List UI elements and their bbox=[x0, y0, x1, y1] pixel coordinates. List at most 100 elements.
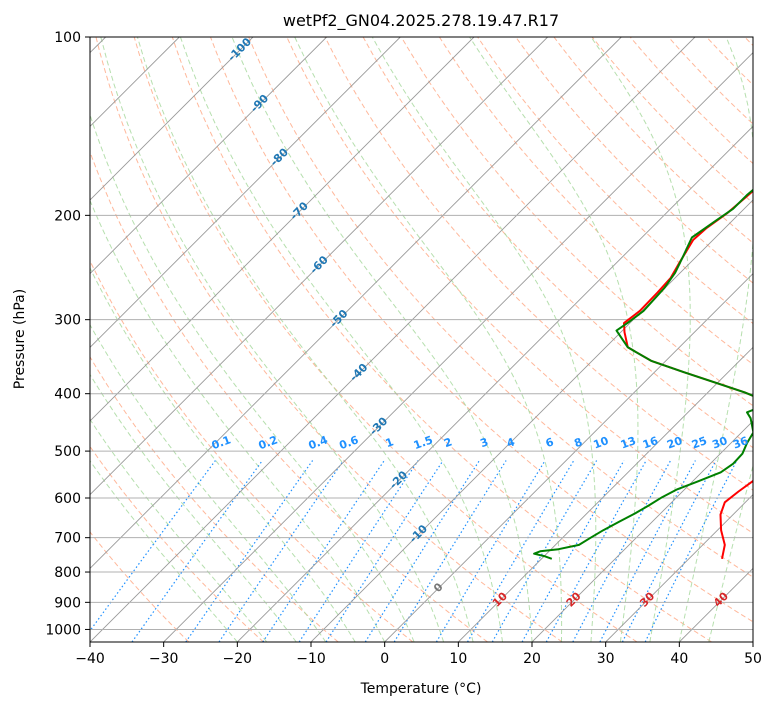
x-tick-label: 30 bbox=[597, 651, 615, 667]
axes-layer: −40 −30 −20 −10 0 10 20 30 40 5010020030040050060… bbox=[45, 30, 762, 667]
isoline-labels-layer: 0.1 0.2 0.4 0.6 1 1.5 2 3 4 6 8 10 13 16 20 25 30 36-100-… bbox=[210, 35, 750, 610]
y-tick-label: 900 bbox=[54, 595, 81, 611]
isotherm-line bbox=[237, 125, 753, 642]
series-layer bbox=[533, 188, 753, 560]
moist-adiabat-line bbox=[90, 199, 386, 642]
y-tick-label: 100 bbox=[54, 30, 81, 46]
dry-adiabat-line bbox=[553, 37, 753, 244]
dewpoint-profile-line bbox=[533, 188, 753, 560]
moist-adiabat-line bbox=[90, 323, 327, 642]
y-tick-label: 700 bbox=[54, 531, 81, 547]
mixing-ratio-line bbox=[521, 460, 625, 642]
chart-title: wetPf2_GN04.2025.278.19.47.R17 bbox=[283, 11, 559, 31]
isotherm-line bbox=[384, 273, 753, 642]
moist-adiabat-line bbox=[371, 37, 597, 642]
moist-adiabat-line bbox=[231, 37, 533, 642]
dry-adiabat-line bbox=[248, 37, 753, 578]
mixing-ratio-label: 20 bbox=[665, 434, 684, 452]
moist-adiabat-line bbox=[708, 464, 753, 642]
mixing-ratio-label: 2 bbox=[442, 435, 454, 450]
isotherm-line bbox=[605, 494, 753, 642]
dry-adiabat-line bbox=[90, 259, 414, 642]
mixing-ratio-line bbox=[262, 460, 385, 642]
mixing-ratio-label: 36 bbox=[731, 434, 750, 452]
mixing-ratio-label: 0.1 bbox=[210, 433, 233, 452]
moist-adiabat-line bbox=[294, 37, 563, 642]
isotherm-line bbox=[90, 37, 401, 348]
isotherm-line bbox=[310, 199, 753, 642]
y-tick-label: 300 bbox=[54, 313, 81, 329]
isotherm-line bbox=[90, 37, 254, 201]
dry-adiabat-line bbox=[95, 37, 563, 642]
y-tick-label: 400 bbox=[54, 387, 81, 403]
dry-adiabat-line bbox=[400, 37, 753, 407]
isotherm-line bbox=[90, 37, 327, 275]
mixing-ratio-label: 25 bbox=[690, 434, 709, 451]
dry-adiabat-line bbox=[210, 37, 753, 623]
mixing-ratio-line bbox=[131, 460, 263, 642]
dry-adiabat-line bbox=[90, 150, 488, 642]
moist-adiabat-line bbox=[90, 460, 238, 642]
mixing-ratio-label: 8 bbox=[572, 435, 584, 450]
mixing-ratio-label: 30 bbox=[710, 434, 729, 452]
mixing-ratio-label: 16 bbox=[641, 434, 660, 452]
x-tick-label: −20 bbox=[223, 651, 253, 667]
isotherm-line bbox=[163, 52, 753, 642]
moist-adiabat-line bbox=[90, 266, 356, 642]
dry-adiabat-line bbox=[477, 37, 753, 325]
y-axis-title: Pressure (hPa) bbox=[12, 289, 28, 389]
mixing-ratio-label: 0.4 bbox=[307, 433, 330, 452]
isotherm-line bbox=[90, 37, 475, 422]
mixing-ratio-label: 0.6 bbox=[338, 433, 361, 452]
plot-frame bbox=[89, 36, 754, 643]
dry-adiabat-line bbox=[438, 37, 753, 365]
isotherm-line bbox=[531, 420, 753, 642]
mixing-ratio-label: 6 bbox=[544, 435, 556, 450]
x-tick-label: 10 bbox=[449, 651, 467, 667]
dry-adiabat-line bbox=[324, 37, 753, 491]
moist-adiabat-line bbox=[136, 37, 474, 642]
dry-adiabat-line bbox=[90, 355, 339, 642]
isotherm-line bbox=[90, 37, 696, 642]
x-tick-label: 0 bbox=[380, 651, 389, 667]
dry-adiabat-line bbox=[133, 37, 638, 642]
moist-adiabat-line bbox=[100, 37, 445, 642]
dry-adiabat-line bbox=[90, 531, 190, 642]
isotherm-line bbox=[458, 346, 753, 642]
moist-adiabat-line bbox=[678, 37, 753, 642]
moist-adiabat-line bbox=[590, 37, 691, 642]
mixing-ratio-line bbox=[435, 460, 546, 642]
mixing-ratio-label: 3 bbox=[478, 435, 490, 450]
y-tick-label: 500 bbox=[54, 444, 81, 460]
mixing-ratio-label: 1.5 bbox=[412, 433, 435, 452]
x-tick-label: 40 bbox=[670, 651, 688, 667]
x-tick-label: −30 bbox=[149, 651, 179, 667]
moist-adiabat-line bbox=[179, 37, 503, 642]
mixing-ratio-label: 0.2 bbox=[257, 433, 280, 452]
mixing-ratio-label: 13 bbox=[619, 434, 638, 451]
dry-adiabat-line bbox=[591, 37, 753, 204]
mixing-ratio-line bbox=[644, 460, 738, 642]
mixing-ratio-line bbox=[218, 460, 344, 642]
x-tick-label: 20 bbox=[523, 651, 541, 667]
mixing-ratio-line bbox=[298, 460, 419, 642]
y-tick-label: 600 bbox=[54, 491, 81, 507]
x-axis-title: Temperature (°C) bbox=[360, 681, 482, 697]
mixing-ratio-line bbox=[545, 460, 647, 642]
gridlines-layer bbox=[90, 37, 753, 642]
mixing-ratio-label: 1 bbox=[384, 435, 396, 450]
y-tick-label: 1000 bbox=[45, 622, 81, 638]
isotherm-line bbox=[90, 37, 548, 496]
y-tick-label: 200 bbox=[54, 208, 81, 224]
x-tick-label: −40 bbox=[75, 651, 105, 667]
mixing-ratio-label: 4 bbox=[505, 435, 517, 450]
mixing-ratio-line bbox=[185, 460, 314, 642]
moist-adiabat-line bbox=[90, 418, 268, 642]
moist-adiabat-line bbox=[90, 373, 297, 642]
x-tick-label: −10 bbox=[296, 651, 326, 667]
mixing-ratio-label: 10 bbox=[592, 434, 611, 452]
dry-adiabat-line bbox=[171, 37, 712, 642]
isotherm-line bbox=[90, 37, 622, 569]
dry-adiabat-line bbox=[286, 37, 753, 534]
